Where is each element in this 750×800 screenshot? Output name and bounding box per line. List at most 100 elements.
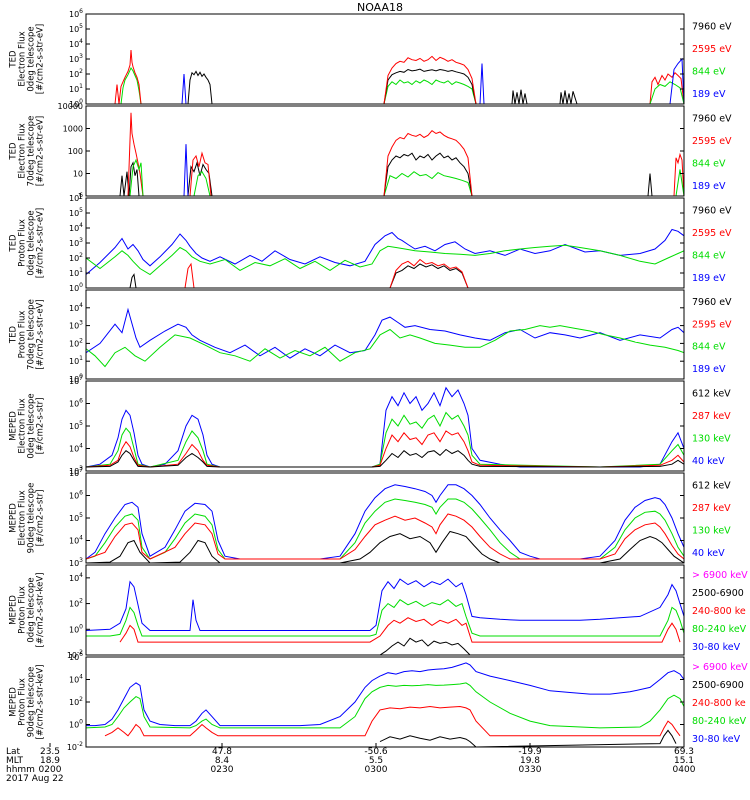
legend-entry: 240-800 ke	[692, 606, 746, 617]
panel-frame	[85, 197, 685, 289]
y-axis-label-line: Proton Flux	[18, 219, 28, 267]
chart-title: NOAA18	[357, 1, 403, 14]
series-line-3	[184, 262, 195, 288]
series-line-3	[187, 70, 213, 104]
y-axis-label-line: Proton Flux	[18, 311, 28, 359]
series-line-6	[389, 258, 469, 288]
series-line-2	[114, 49, 145, 104]
footer-mlt-value: 19.8	[520, 756, 540, 766]
y-axis-label-line: 0deg telescope	[27, 577, 37, 642]
legend-entry: 844 eV	[692, 66, 726, 77]
footer-hhmm-value: 0200	[39, 765, 62, 775]
series-line-5	[383, 79, 477, 104]
series-line-2	[86, 411, 684, 468]
series-line-8	[383, 171, 473, 196]
y-axis-label-line: Proton Flux	[18, 678, 28, 726]
y-tick-label: 105	[69, 207, 83, 218]
y-tick-label: 10-2	[67, 741, 83, 752]
footer-row-label: MLT	[6, 756, 24, 766]
footer-hhmm-value: 0300	[365, 765, 388, 775]
footer-row-label: 2017 Aug 22	[6, 774, 64, 784]
footer-mlt-value: 18.9	[40, 756, 60, 766]
y-axis-label-line: 90deg telescope	[27, 667, 37, 738]
y-axis-label-line: 90deg telescope	[27, 483, 37, 554]
series-line-2	[86, 244, 684, 276]
footer-lat-value: 47.8	[212, 747, 232, 757]
legend-entry: 80-240 keV	[692, 716, 747, 727]
y-tick-label: 104	[69, 302, 83, 313]
footer-hhmm-value: 0230	[211, 765, 234, 775]
series-line-8	[479, 63, 485, 104]
legend-entry: 2500-6900	[692, 680, 744, 691]
y-tick-label: 102	[69, 337, 83, 348]
series-line-1	[86, 578, 684, 631]
panel-frame	[85, 656, 685, 748]
series-line-3	[129, 158, 144, 196]
y-axis-label-line: TED	[9, 325, 19, 344]
series-line-1	[86, 307, 684, 359]
y-tick-label: 100	[69, 282, 83, 293]
y-tick-label: 104	[69, 38, 83, 49]
footer-mlt-value: 15.1	[674, 756, 694, 766]
series-line-5	[189, 151, 212, 196]
legend-entry: 7960 eV	[692, 205, 732, 216]
series-line-4	[379, 637, 471, 655]
series-line-6	[383, 68, 477, 104]
legend-entry: 287 keV	[692, 503, 731, 514]
footer-hhmm-value: 0330	[519, 765, 542, 775]
series-line-3	[86, 513, 684, 560]
y-axis-label-line: 0deg telescope	[27, 393, 37, 458]
y-axis-label-line: Electron Flux	[18, 398, 28, 453]
y-tick-label: 103	[69, 53, 83, 64]
legend-entry: 612 keV	[692, 480, 731, 491]
y-tick-label: 106	[69, 490, 83, 501]
series-line-3	[119, 617, 681, 643]
y-tick-label: 103	[69, 557, 83, 568]
panel-6: 103 104 105 106 107 MEPED Electron Flux 90deg t…	[9, 467, 732, 568]
y-tick-label: 101	[69, 83, 83, 94]
y-axis-label-line: TED	[9, 234, 19, 253]
y-axis-label-line: TED	[9, 50, 19, 69]
legend-entry: 189 eV	[692, 364, 726, 375]
footer-hhmm-value: 0400	[673, 765, 696, 775]
y-axis-label-line: 70deg telescope	[27, 116, 37, 187]
y-tick-label: 102	[69, 598, 83, 609]
y-tick-label: 104	[69, 222, 83, 233]
y-tick-label: 100	[69, 373, 83, 384]
y-tick-label: 1000	[63, 125, 83, 134]
series-group	[119, 112, 684, 196]
legend-entry: 287 keV	[692, 411, 731, 422]
y-axis-label-line: MEPED	[9, 595, 19, 625]
series-line-11	[647, 173, 653, 196]
series-line-2	[86, 599, 684, 637]
series-line-4	[181, 73, 188, 104]
series-line-12	[649, 81, 684, 104]
y-axis-label-line: [#/cm2-s-str-eV]	[36, 24, 46, 94]
y-tick-label: 105	[69, 420, 83, 431]
footer-lat-value: 69.3	[674, 747, 694, 757]
y-tick-label: 100	[69, 623, 83, 634]
legend-entry: 7960 eV	[692, 21, 732, 32]
legend-entry: 40 keV	[692, 548, 725, 559]
y-tick-label: 104	[69, 572, 83, 583]
series-line-11	[649, 72, 684, 104]
series-line-4	[86, 530, 684, 563]
y-axis-label-line: [#/cm2-s-str-keV]	[36, 665, 46, 740]
series-group	[86, 228, 684, 288]
legend-entry: 2595 eV	[692, 228, 732, 239]
series-line-4	[86, 448, 684, 468]
y-axis-label-line: [#/cm2-s-str-keV]	[36, 573, 46, 648]
series-line-1	[119, 161, 143, 196]
panel-5: 103 104 105 106 107 MEPED Electron Flux 0deg te…	[9, 375, 732, 476]
panel-1: 100 101 102 103 104 105 106 TED Electron Flux 0de…	[9, 8, 733, 109]
series-line-10	[559, 90, 579, 104]
legend-entry: 30-80 keV	[692, 642, 741, 653]
series-line-7	[183, 144, 189, 196]
legend-entry: 7960 eV	[692, 113, 732, 124]
y-tick-label: 106	[69, 398, 83, 409]
y-tick-label: 100	[69, 719, 83, 730]
legend-entry: 844 eV	[692, 158, 726, 169]
